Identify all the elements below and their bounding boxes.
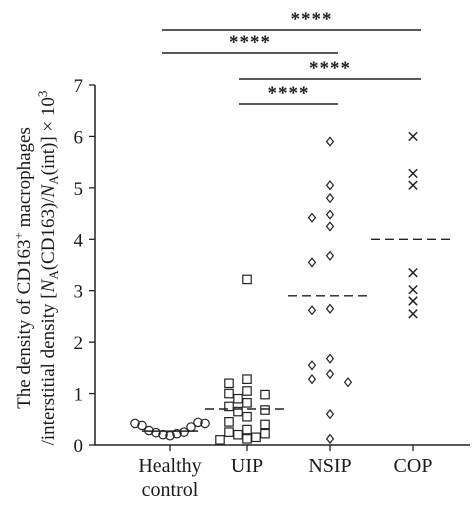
significance-label: **** [291, 9, 333, 30]
y-tick-label: 7 [74, 76, 84, 97]
data-point-circle [200, 418, 210, 429]
data-point-square [242, 434, 252, 444]
data-point-diamond [325, 192, 335, 204]
data-point-circle [137, 420, 147, 431]
data-point-diamond [325, 368, 335, 380]
data-point-diamond [325, 136, 335, 147]
y-axis-label-line2: /interstitial density [NA(CD163)/NA(int)… [35, 91, 61, 446]
data-point-diamond [307, 212, 317, 223]
data-point-diamond [307, 374, 317, 385]
significance-label: **** [268, 83, 310, 104]
data-point-diamond [307, 305, 317, 316]
data-point-circle [158, 429, 168, 440]
data-point-diamond [325, 209, 335, 220]
data-point-cross [408, 284, 418, 295]
data-point-square [242, 411, 252, 422]
data-point-diamond [325, 353, 335, 364]
data-point-square [242, 374, 252, 384]
data-point-square [251, 432, 261, 443]
data-point-circle [186, 422, 196, 432]
data-point-diamond [307, 360, 317, 371]
data-point-circle [165, 430, 175, 441]
data-point-circle [193, 417, 203, 428]
data-point-square [233, 406, 243, 417]
y-ticks: 0 1 2 3 4 5 6 7 [74, 76, 95, 457]
data-point-cross [408, 180, 418, 191]
data-point-diamond [343, 377, 353, 388]
significance-brackets: **** **** **** **** [162, 9, 421, 105]
x-category-label: control [142, 479, 199, 501]
data-point-square [260, 419, 270, 430]
y-tick-label: 3 [74, 282, 84, 303]
data-point-diamond [325, 408, 335, 420]
data-point-circle [130, 418, 140, 429]
data-point-square [260, 405, 270, 415]
data-point-cross [408, 131, 418, 142]
data-point-square [233, 429, 243, 440]
x-category-label: UIP [231, 455, 263, 477]
x-category-label: NSIP [308, 455, 351, 477]
data-point-diamond [325, 433, 335, 444]
data-point-cross [408, 267, 418, 278]
data-points [130, 131, 418, 445]
data-point-square [242, 274, 252, 285]
y-tick-label: 2 [74, 333, 84, 354]
axes [94, 85, 470, 446]
data-point-square [242, 424, 252, 435]
y-tick-label: 0 [74, 436, 84, 457]
y-tick-label: 6 [74, 127, 84, 148]
data-point-square [224, 427, 234, 437]
data-point-square [224, 378, 234, 389]
data-point-diamond [325, 303, 335, 314]
data-point-diamond [325, 180, 335, 191]
data-point-square [224, 417, 234, 427]
data-point-square [224, 401, 234, 412]
x-category-label: COP [394, 455, 433, 477]
y-tick-label: 5 [74, 179, 84, 200]
data-point-square [260, 428, 270, 439]
y-axis-label: The density of CD163+ macrophages [11, 127, 35, 409]
data-point-square [215, 435, 225, 445]
y-tick-label: 1 [74, 385, 84, 406]
y-tick-label: 4 [74, 230, 84, 251]
data-point-square [224, 388, 234, 399]
data-point-circle [151, 427, 161, 438]
x-category-label: Healthy [138, 455, 201, 477]
data-point-circle [172, 428, 182, 439]
data-point-diamond [307, 257, 317, 268]
data-point-square [233, 393, 243, 404]
data-point-square [242, 398, 252, 408]
significance-label: **** [309, 58, 351, 79]
data-point-circle [179, 427, 189, 437]
data-point-diamond [325, 250, 335, 261]
data-point-cross [408, 296, 418, 306]
data-point-square [260, 389, 270, 400]
data-point-diamond [325, 221, 335, 232]
median-lines [142, 238, 455, 432]
significance-label: **** [229, 32, 271, 53]
data-point-circle [144, 425, 154, 436]
data-point-square [242, 386, 252, 396]
data-point-cross [408, 168, 418, 179]
data-point-cross [408, 309, 418, 319]
